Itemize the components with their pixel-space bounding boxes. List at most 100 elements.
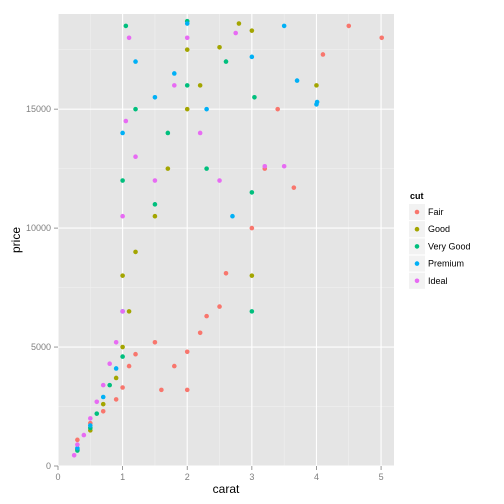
- data-point-ideal: [152, 178, 158, 183]
- data-point-fair: [204, 313, 209, 319]
- data-point-very-good: [204, 166, 209, 171]
- data-point-premium: [88, 423, 93, 428]
- data-point-premium: [294, 78, 300, 83]
- data-point-ideal: [217, 178, 222, 183]
- legend-swatch-fair: [414, 209, 420, 215]
- data-point-very-good: [249, 190, 255, 195]
- data-point-very-good: [249, 309, 255, 314]
- x-tick-label: 4: [314, 472, 319, 482]
- data-point-premium: [120, 130, 125, 136]
- data-point-fair: [184, 349, 190, 355]
- legend-label-ideal: Ideal: [428, 276, 448, 286]
- data-point-very-good: [223, 59, 229, 64]
- data-point-premium: [184, 21, 190, 26]
- x-tick-label: 5: [379, 472, 384, 482]
- data-point-premium: [113, 366, 119, 371]
- legend-swatch-premium: [414, 261, 420, 266]
- x-axis-title: carat: [213, 482, 240, 496]
- data-point-good: [184, 47, 190, 52]
- data-point-ideal: [107, 361, 112, 367]
- data-point-premium: [100, 394, 106, 400]
- data-point-fair: [120, 385, 125, 390]
- x-tick-label: 2: [185, 472, 190, 482]
- data-point-very-good: [165, 130, 171, 136]
- legend-swatch-very-good: [414, 244, 420, 249]
- data-point-ideal: [81, 432, 87, 438]
- data-point-very-good: [120, 178, 125, 183]
- data-point-fair: [100, 408, 106, 414]
- data-point-fair: [249, 225, 255, 231]
- data-point-ideal: [126, 35, 132, 41]
- data-point-good: [126, 309, 132, 314]
- data-point-ideal: [172, 83, 177, 88]
- data-point-ideal: [120, 213, 125, 219]
- grid-lines: [57, 14, 394, 467]
- data-point-ideal: [88, 416, 93, 421]
- x-tick-label: 0: [55, 472, 60, 482]
- data-point-fair: [275, 106, 280, 112]
- data-point-premium: [172, 71, 177, 76]
- data-point-fair: [291, 185, 297, 190]
- data-point-very-good: [252, 94, 257, 100]
- data-point-fair: [75, 437, 80, 443]
- data-point-good: [100, 401, 106, 407]
- data-point-premium: [152, 94, 158, 100]
- data-point-good: [249, 28, 255, 33]
- data-point-premium: [230, 213, 235, 219]
- data-point-premium: [204, 106, 209, 112]
- legend-label-very-good: Very Good: [428, 241, 471, 251]
- data-point-ideal: [184, 35, 190, 41]
- data-point-premium: [75, 445, 80, 451]
- y-axis-title: price: [9, 227, 23, 253]
- x-tick-label: 3: [249, 472, 254, 482]
- legend-label-premium: Premium: [428, 259, 464, 269]
- legend-label-good: Good: [428, 224, 450, 234]
- data-point-very-good: [184, 83, 190, 88]
- axis-ticks: 0 1 2 3 4 5 0 5000 10000 15000: [26, 104, 384, 482]
- data-point-good: [249, 273, 255, 278]
- y-tick-label: 0: [46, 461, 51, 471]
- data-point-premium: [314, 99, 320, 105]
- data-point-ideal: [281, 163, 287, 169]
- y-tick-label: 10000: [26, 223, 51, 233]
- data-point-fair: [172, 363, 177, 369]
- data-point-ideal: [71, 452, 77, 458]
- y-tick-label: 15000: [26, 104, 51, 114]
- data-point-ideal: [100, 382, 106, 388]
- data-point-fair: [152, 339, 158, 345]
- data-point-good: [236, 21, 242, 26]
- data-point-good: [314, 83, 319, 88]
- data-points: [71, 18, 385, 458]
- data-point-fair: [133, 351, 138, 357]
- y-tick-label: 5000: [31, 342, 51, 352]
- data-point-very-good: [133, 106, 138, 112]
- legend-swatch-ideal: [414, 278, 420, 284]
- data-point-ideal: [123, 118, 129, 124]
- legend-swatch-good: [414, 226, 420, 232]
- data-point-ideal: [120, 309, 125, 314]
- data-point-fair: [346, 23, 352, 29]
- data-point-premium: [133, 59, 138, 64]
- panel-background: [58, 14, 394, 466]
- data-point-good: [184, 106, 190, 112]
- data-point-very-good: [120, 354, 125, 359]
- data-point-ideal: [233, 30, 238, 36]
- data-point-premium: [249, 54, 255, 60]
- data-point-ideal: [133, 154, 138, 160]
- data-point-very-good: [107, 382, 112, 388]
- data-point-good: [152, 213, 158, 219]
- data-point-ideal: [262, 163, 268, 169]
- data-point-good: [113, 375, 119, 381]
- data-point-good: [197, 83, 203, 88]
- data-point-fair: [217, 304, 222, 309]
- data-point-ideal: [197, 130, 203, 136]
- data-point-very-good: [123, 23, 129, 29]
- data-point-fair: [126, 363, 132, 369]
- data-point-good: [133, 249, 138, 255]
- data-point-very-good: [94, 411, 100, 416]
- data-point-ideal: [75, 442, 80, 447]
- data-point-good: [165, 166, 171, 171]
- legend: cut Fair Good Very Good Premium Ideal: [409, 191, 471, 289]
- data-point-fair: [197, 330, 203, 336]
- legend-label-fair: Fair: [428, 207, 444, 217]
